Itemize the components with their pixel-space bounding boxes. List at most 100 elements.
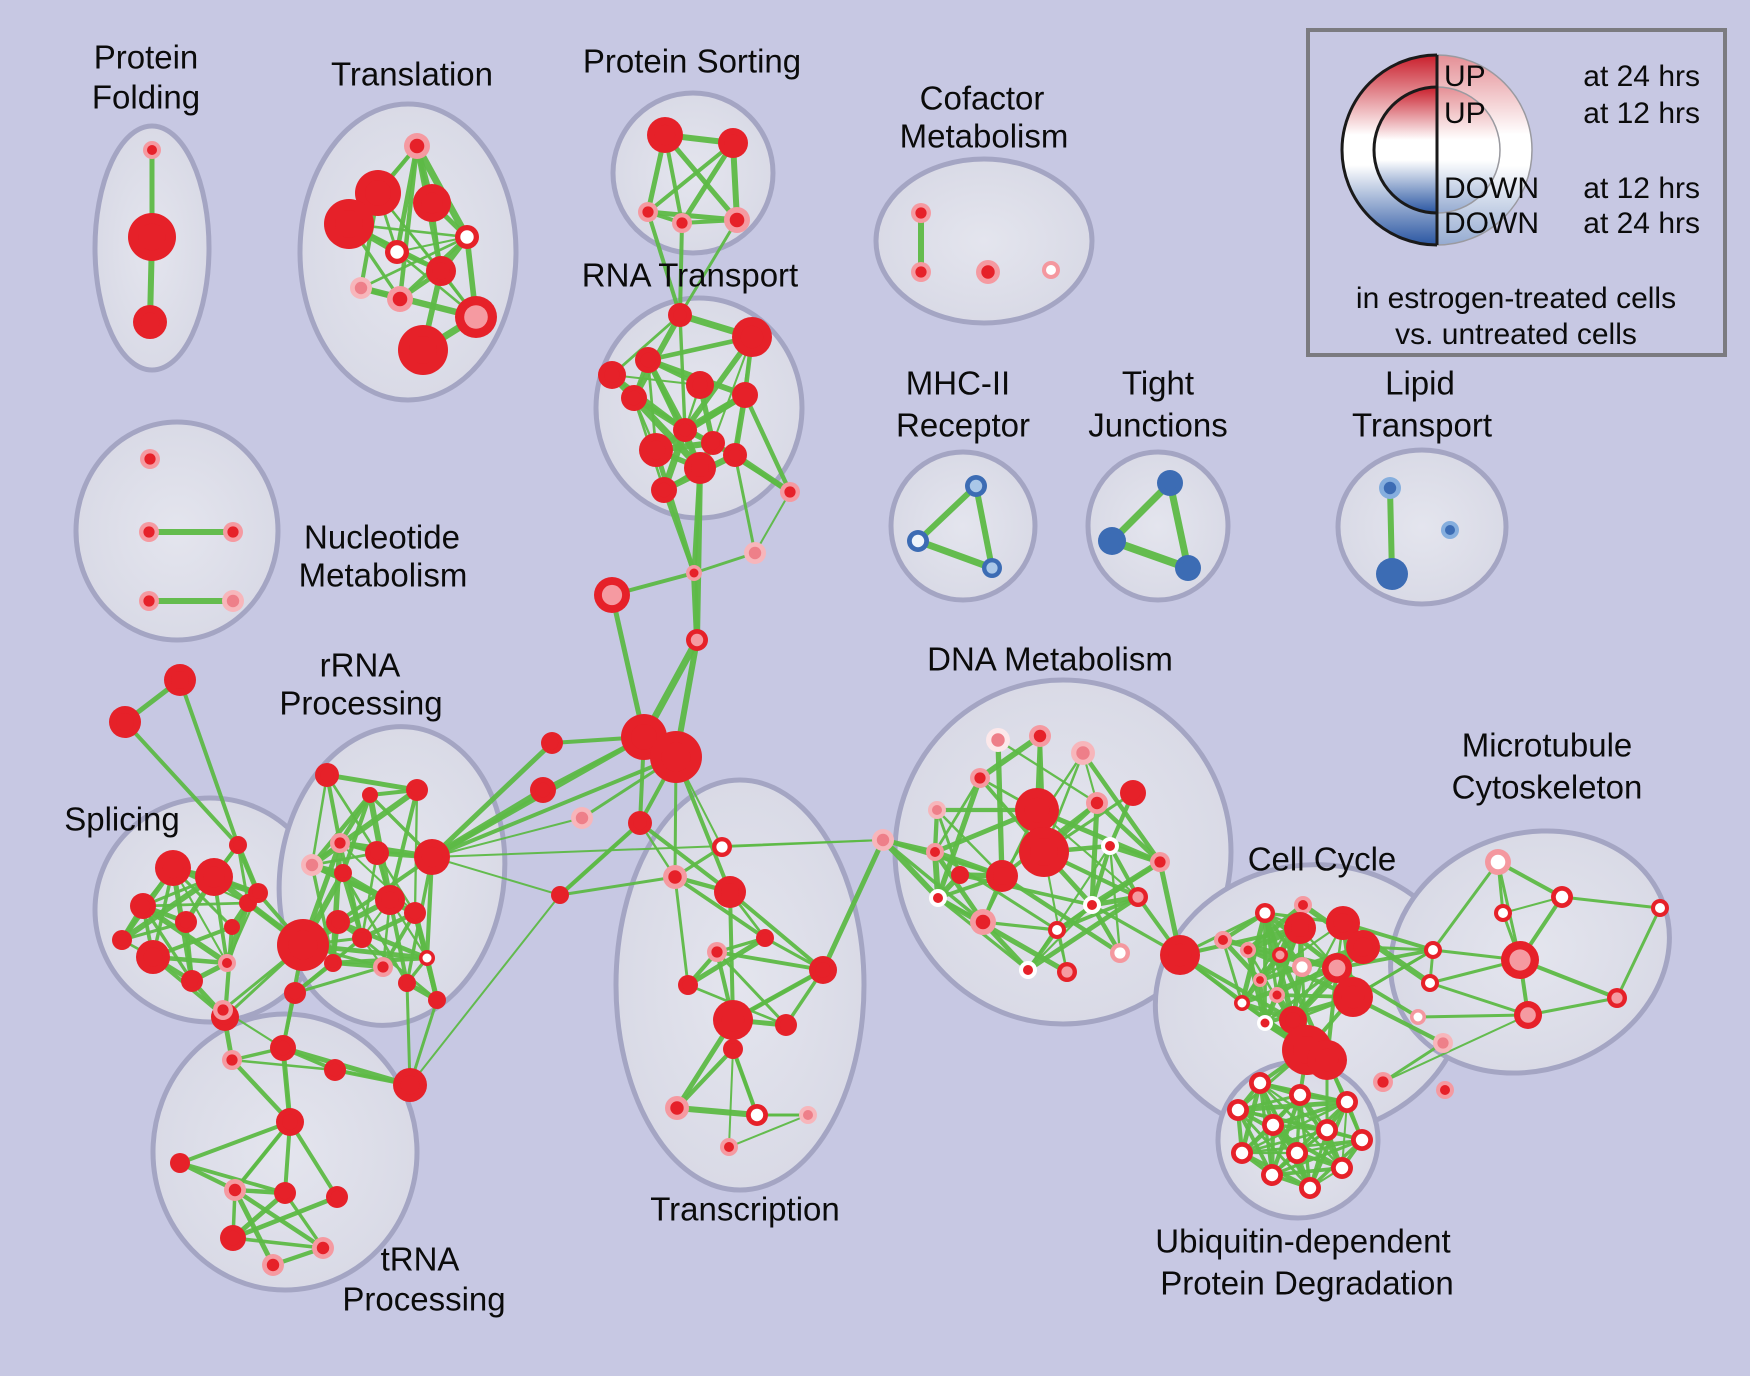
- edge: [609, 592, 647, 740]
- edge: [1221, 938, 1244, 1005]
- node-tight-junctions-2: [1175, 555, 1201, 581]
- node-dna-metabolism-1: [1029, 725, 1051, 747]
- node-splicing-13: [109, 706, 141, 738]
- node-inner-12h: [1425, 978, 1435, 988]
- node-dna-metabolism-3: [1120, 780, 1146, 806]
- node-dna-metabolism-20: [1057, 962, 1077, 982]
- cluster-label-protein-folding-1: Folding: [92, 79, 200, 116]
- node-inner-12h: [1611, 992, 1623, 1004]
- node-inner-12h: [1328, 959, 1346, 977]
- cluster-label-ubiquitin-degradation-0: Ubiquitin-dependent: [1155, 1223, 1450, 1260]
- edge: [1089, 843, 1113, 908]
- legend-time-1: at 12 hrs: [1583, 97, 1700, 130]
- node-dna-metabolism-15: [1083, 896, 1101, 914]
- node-inner-12h: [432, 262, 450, 280]
- node-splicing-7: [224, 919, 240, 935]
- node-cell-cycle-13: [1257, 1015, 1273, 1031]
- node-inner-12h: [1237, 998, 1247, 1008]
- node-ubiquitin-degradation-10: [1261, 1164, 1283, 1186]
- node-inner-12h: [642, 206, 654, 218]
- cluster-label-nucleotide-metabolism-0: Nucleotide: [304, 519, 460, 556]
- node-nucleotide-metabolism-4: [222, 590, 244, 612]
- edge: [397, 143, 420, 302]
- node-inner-12h: [334, 837, 346, 849]
- link-edge: [429, 787, 546, 860]
- node-transcription-11: [665, 1096, 689, 1120]
- node-mhc-ii-receptor-2: [982, 558, 1002, 578]
- node-transcription-0: [628, 811, 652, 835]
- edge: [1335, 966, 1420, 1019]
- node-inner-12h: [646, 440, 666, 460]
- link-edge: [1431, 860, 1500, 952]
- node-tight-junctions-0: [1157, 470, 1183, 496]
- edge: [977, 733, 1043, 781]
- node-transcription-10: [723, 1039, 743, 1059]
- node-inner-12h: [1509, 949, 1531, 971]
- edge: [728, 890, 825, 972]
- node-inner-12h: [330, 1190, 344, 1204]
- node-lipid-transport-1: [1376, 558, 1408, 590]
- node-rrna-processing-5: [365, 841, 389, 865]
- edge: [229, 1057, 293, 1125]
- node-inner-12h: [1383, 565, 1401, 583]
- edge: [1239, 965, 1340, 1006]
- node-splicing-3: [175, 911, 197, 933]
- node-rrna-processing-17: [277, 919, 329, 971]
- cluster-label-tight-junctions-1: Junctions: [1088, 407, 1227, 444]
- edge: [340, 870, 365, 941]
- node-cell-cycle-17: [1424, 941, 1442, 959]
- node-inner-12h: [1030, 838, 1058, 866]
- node-inner-12h: [288, 930, 318, 960]
- cluster-label-dna-metabolism-0: DNA Metabolism: [927, 641, 1173, 678]
- node-transcription-8: [713, 1000, 753, 1040]
- node-inner-12h: [203, 866, 225, 888]
- node-cell-cycle-0: [1255, 903, 1275, 923]
- cluster-ellipse-lipid-transport: [1335, 447, 1509, 607]
- node-inner-12h: [682, 979, 694, 991]
- node-rrna-processing-15: [428, 991, 446, 1009]
- node-rrna-processing-1: [362, 787, 378, 803]
- edge: [1220, 937, 1263, 983]
- node-inner-12h: [915, 207, 927, 219]
- node-rrna-processing-11: [352, 928, 372, 948]
- node-splicing-0: [155, 850, 191, 886]
- node-protein-sorting-4: [724, 207, 750, 233]
- edge: [231, 1236, 325, 1250]
- node-inner-12h: [760, 933, 770, 943]
- node-mhc-ii-receptor-0: [965, 475, 987, 497]
- node-microtubule-cytoskeleton-0: [1485, 849, 1511, 875]
- node-inner-12h: [1655, 903, 1665, 913]
- node-ubiquitin-degradation-3: [1227, 1099, 1249, 1121]
- node-connector-chain-0: [686, 565, 702, 581]
- node-cell-cycle-11: [1234, 995, 1250, 1011]
- node-inner-12h: [1353, 937, 1373, 957]
- node-inner-12h: [1168, 943, 1192, 967]
- node-splicing-4: [136, 940, 170, 974]
- node-rrna-processing-14: [419, 950, 435, 966]
- node-inner-12h: [691, 459, 709, 477]
- node-inner-12h: [222, 958, 232, 968]
- node-rrna-processing-18: [284, 982, 306, 1004]
- node-splicing-1: [195, 858, 233, 896]
- node-tight-junctions-1: [1098, 527, 1126, 555]
- cluster-cell-cycle: [1214, 896, 1454, 1099]
- cluster-rrna-processing: [277, 763, 450, 1009]
- node-dna-metabolism-23: [951, 866, 969, 884]
- node-trna-processing-1: [270, 1035, 296, 1061]
- edge: [141, 904, 194, 983]
- cluster-ellipse-trna-processing: [150, 1011, 420, 1293]
- edge: [1335, 948, 1435, 970]
- node-trna-processing-11: [262, 1254, 284, 1276]
- node-rna-transport-1: [732, 317, 772, 357]
- node-protein-sorting-0: [647, 117, 683, 153]
- node-splicing-14: [229, 836, 247, 854]
- edge: [728, 1048, 734, 1148]
- node-inner-12h: [278, 1186, 292, 1200]
- node-nucleotide-metabolism-2: [223, 522, 243, 542]
- node-inner-12h: [803, 1110, 813, 1120]
- node-inner-12h: [1383, 481, 1397, 495]
- node-ubiquitin-degradation-7: [1231, 1142, 1253, 1164]
- node-inner-12h: [933, 893, 943, 903]
- cluster-ellipse-mhc-ii-receptor: [888, 449, 1038, 603]
